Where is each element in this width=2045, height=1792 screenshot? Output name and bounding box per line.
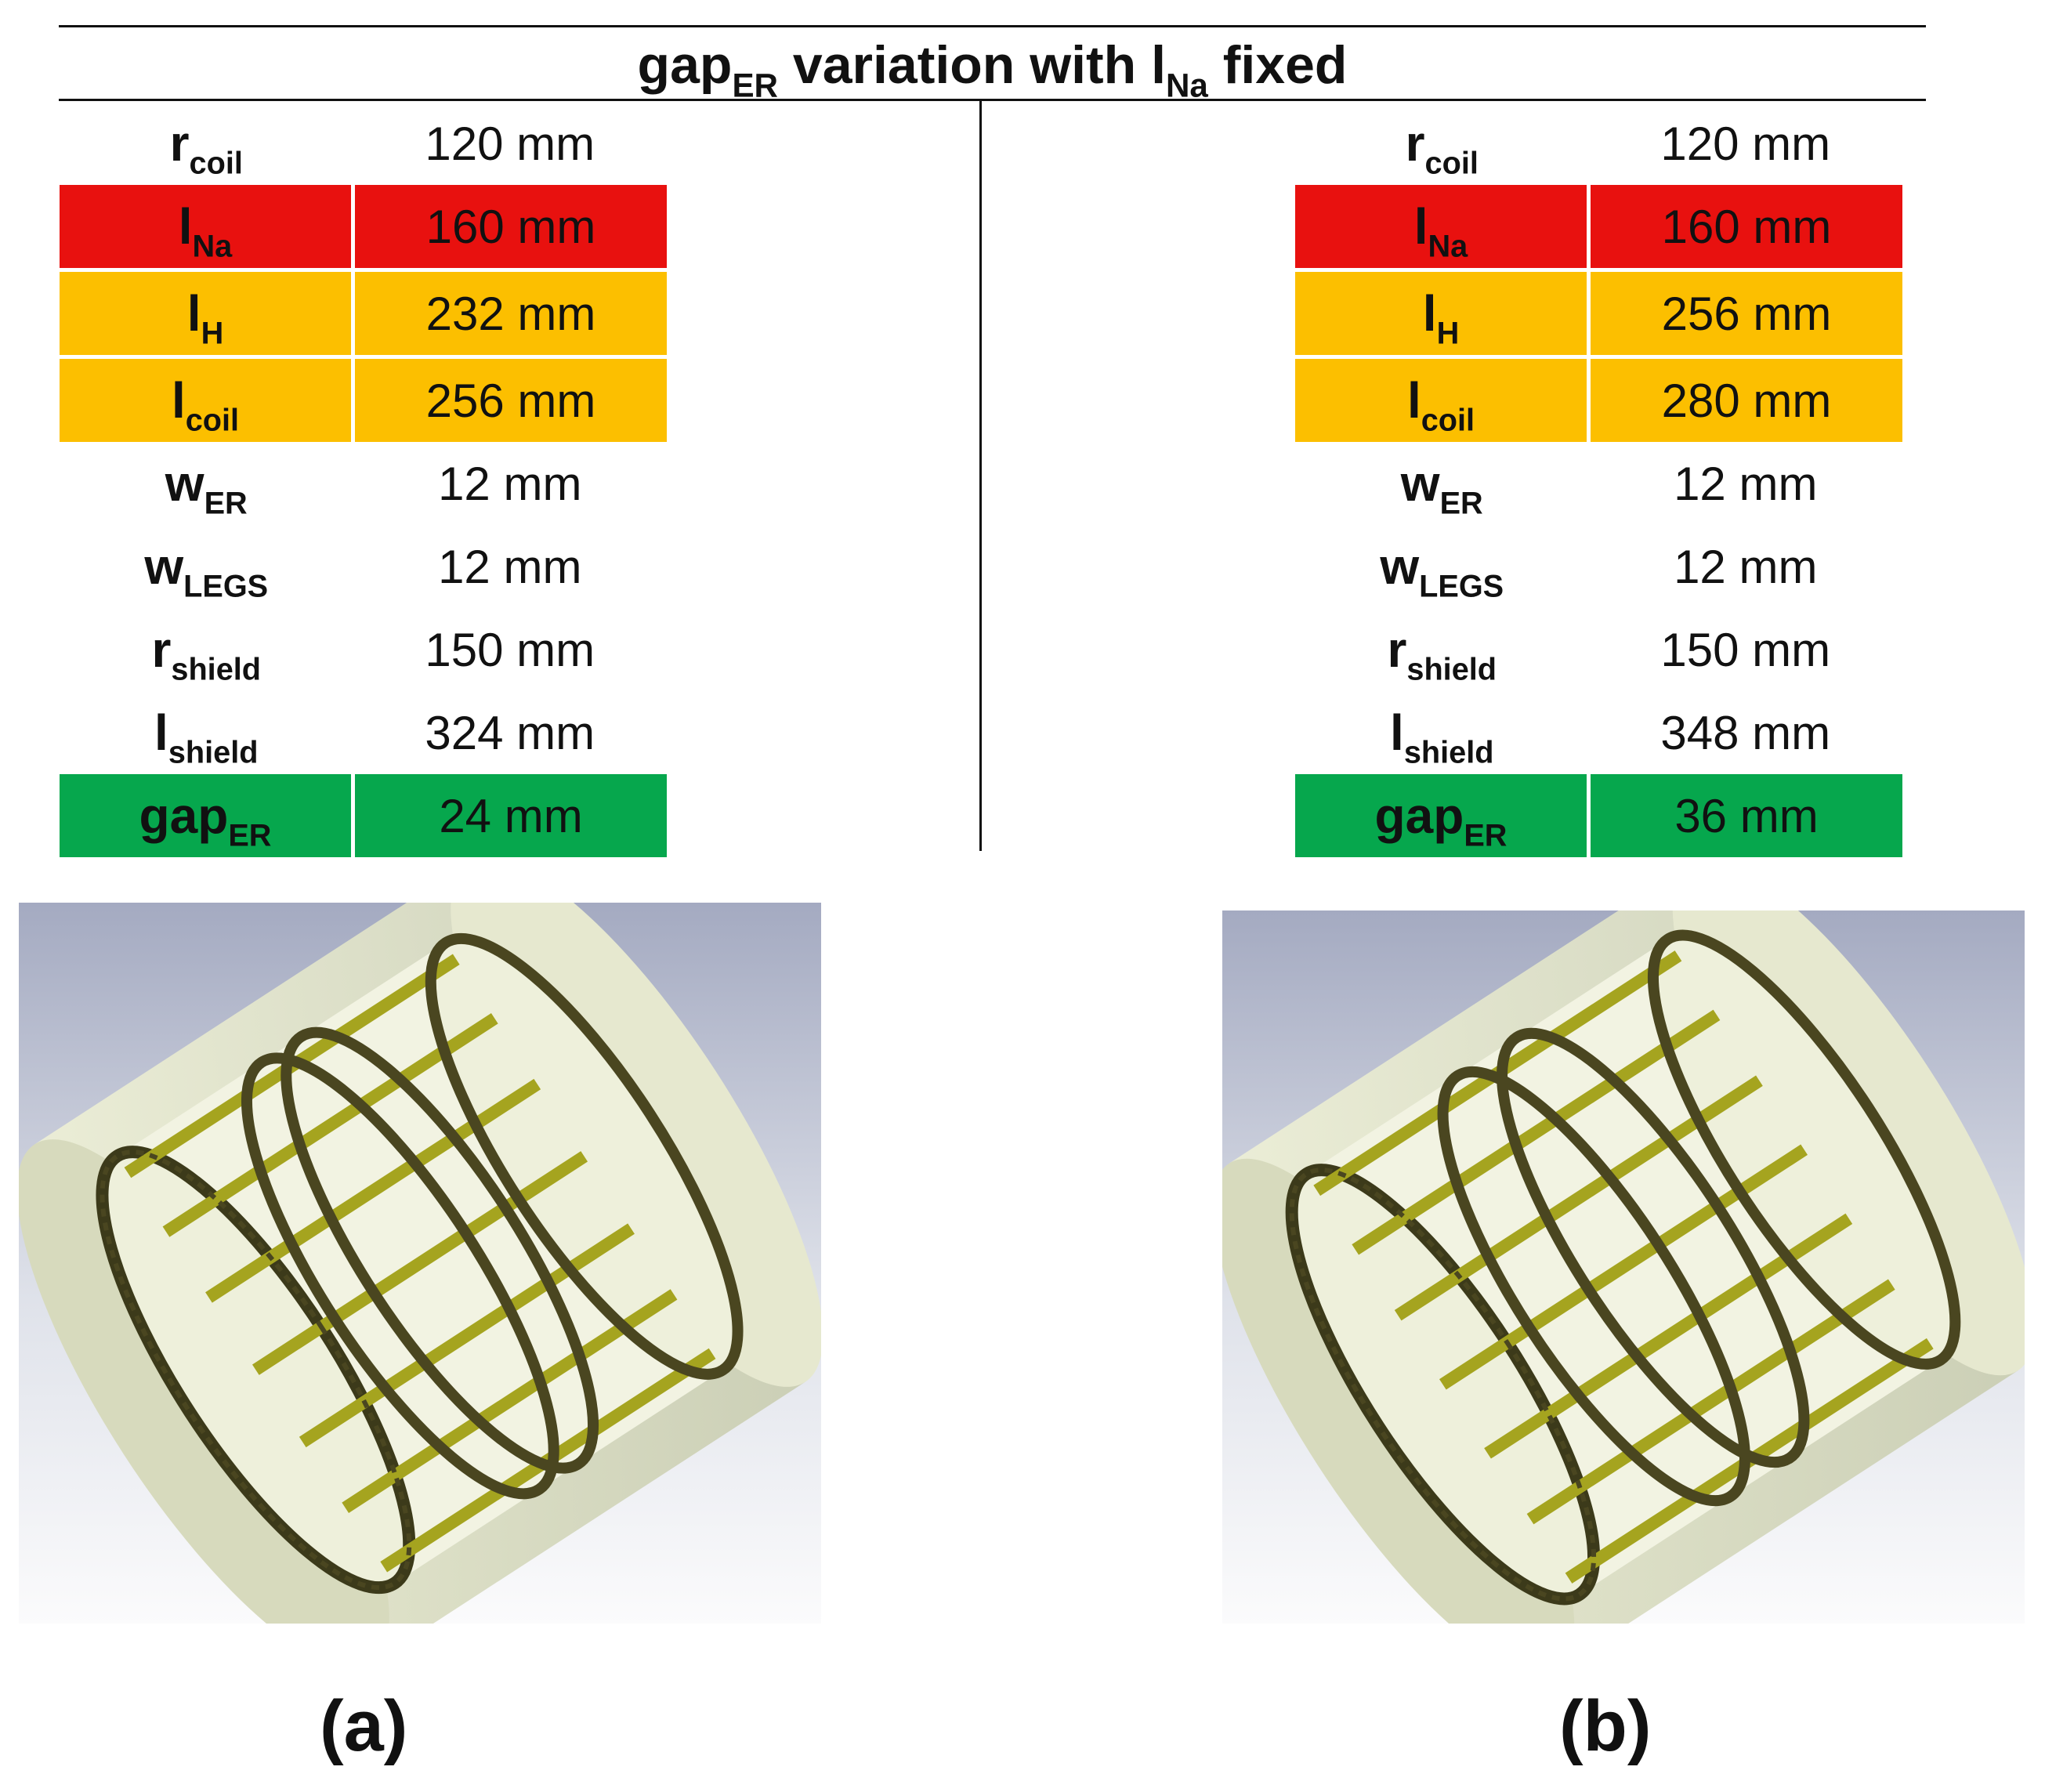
param-value: 12 mm	[1674, 457, 1818, 510]
param-label: lNa	[1295, 185, 1589, 270]
param-value: 256 mm	[1587, 268, 1902, 357]
param-label: rshield	[1387, 621, 1497, 687]
param-value: 348 mm	[1660, 706, 1831, 759]
param-value: 150 mm	[1660, 623, 1831, 676]
param-value: 24 mm	[351, 774, 667, 857]
param-row-w-er: wER 12 mm	[1295, 442, 1902, 525]
param-row-l-h: lH 256 mm	[1295, 268, 1902, 357]
param-row-r-shield: rshield 150 mm	[1295, 608, 1902, 691]
param-row-w-legs: wLEGS 12 mm	[60, 525, 667, 608]
param-label: lshield	[1390, 704, 1494, 770]
param-row-l-coil: lcoil 256 mm	[60, 355, 667, 442]
param-table-b: rcoil 120 mm lNa 160 mm lH 256 mm lcoil …	[1295, 102, 1902, 857]
param-value: 256 mm	[351, 355, 667, 442]
param-label: rshield	[151, 621, 262, 687]
param-row-l-shield: lshield 324 mm	[60, 691, 667, 774]
param-label: wLEGS	[1380, 538, 1504, 604]
param-value: 232 mm	[351, 268, 667, 357]
param-row-gap-er: gapER 36 mm	[1295, 774, 1902, 857]
param-label: lcoil	[60, 355, 353, 442]
panel-label-b: (b)	[1559, 1686, 1652, 1766]
param-value: 120 mm	[425, 117, 595, 170]
param-label: lH	[60, 268, 353, 357]
param-value: 36 mm	[1587, 774, 1902, 857]
param-label: wER	[1400, 455, 1483, 521]
coil-cylinder-render-icon	[1222, 910, 2025, 1624]
param-row-r-coil: rcoil 120 mm	[1295, 102, 1902, 185]
param-label: gapER	[1295, 774, 1589, 857]
table-header-title: gapER variation with lNa fixed	[637, 35, 1348, 104]
param-value: 324 mm	[425, 706, 595, 759]
param-value: 120 mm	[1660, 117, 1831, 170]
param-value: 12 mm	[438, 457, 582, 510]
param-row-l-na: lNa 160 mm	[1295, 185, 1902, 270]
param-row-r-coil: rcoil 120 mm	[60, 102, 667, 185]
param-value: 160 mm	[351, 185, 667, 270]
table-top-rule	[59, 25, 1926, 27]
param-label: wER	[165, 455, 248, 521]
param-label: lH	[1295, 268, 1589, 357]
param-row-l-h: lH 232 mm	[60, 268, 667, 357]
param-row-l-na: lNa 160 mm	[60, 185, 667, 270]
param-label: gapER	[60, 774, 353, 857]
param-row-gap-er: gapER 24 mm	[60, 774, 667, 857]
param-row-l-shield: lshield 348 mm	[1295, 691, 1902, 774]
coil-render-b	[1222, 910, 2025, 1624]
param-label: lcoil	[1295, 355, 1589, 442]
param-value: 160 mm	[1587, 185, 1902, 270]
table-header-rule	[59, 99, 1926, 101]
param-label: rcoil	[1405, 115, 1479, 181]
param-label: lshield	[154, 704, 259, 770]
param-row-w-legs: wLEGS 12 mm	[1295, 525, 1902, 608]
panel-label-a: (a)	[320, 1686, 408, 1766]
param-value: 12 mm	[438, 540, 582, 593]
param-label: wLEGS	[144, 538, 269, 604]
param-row-w-er: wER 12 mm	[60, 442, 667, 525]
param-row-l-coil: lcoil 280 mm	[1295, 355, 1902, 442]
center-divider	[979, 100, 982, 851]
param-row-r-shield: rshield 150 mm	[60, 608, 667, 691]
param-label: rcoil	[169, 115, 243, 181]
param-value: 280 mm	[1587, 355, 1902, 442]
param-value: 150 mm	[425, 623, 595, 676]
param-value: 12 mm	[1674, 540, 1818, 593]
param-table-a: rcoil 120 mm lNa 160 mm lH 232 mm lcoil …	[60, 102, 667, 857]
coil-cylinder-render-icon	[19, 903, 821, 1624]
param-label: lNa	[60, 185, 353, 270]
coil-render-a	[19, 903, 821, 1624]
